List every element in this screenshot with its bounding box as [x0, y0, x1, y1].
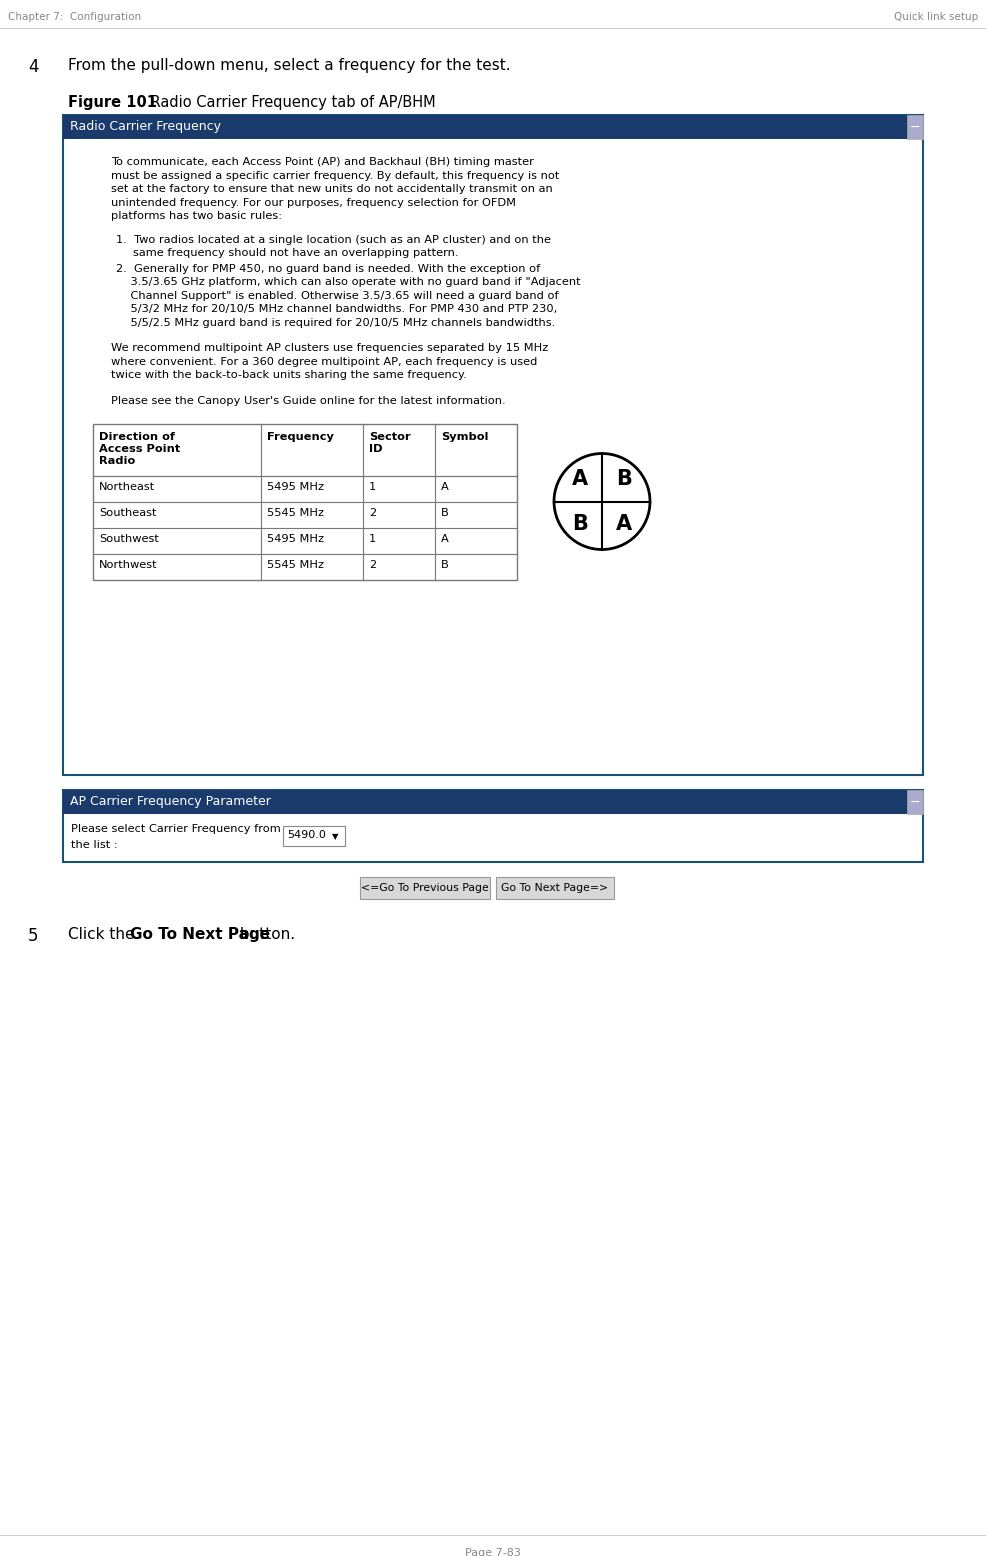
- Text: set at the factory to ensure that new units do not accidentally transmit on an: set at the factory to ensure that new un…: [111, 184, 553, 194]
- Text: button.: button.: [235, 927, 295, 941]
- Text: Please select Carrier Frequency from: Please select Carrier Frequency from: [71, 825, 281, 834]
- Text: B: B: [572, 513, 588, 534]
- Text: same frequency should not have an overlapping pattern.: same frequency should not have an overla…: [133, 247, 458, 258]
- Text: 5495 MHz: 5495 MHz: [267, 534, 324, 543]
- Text: 1: 1: [369, 481, 377, 492]
- Text: Southeast: Southeast: [99, 507, 157, 518]
- Bar: [907, 790, 923, 814]
- Text: Radio Carrier Frequency: Radio Carrier Frequency: [70, 120, 221, 132]
- Bar: [93, 423, 517, 579]
- Text: must be assigned a specific carrier frequency. By default, this frequency is not: must be assigned a specific carrier freq…: [111, 171, 559, 180]
- Text: Page 7-83: Page 7-83: [465, 1548, 521, 1556]
- Text: We recommend multipoint AP clusters use frequencies separated by 15 MHz: We recommend multipoint AP clusters use …: [111, 342, 548, 353]
- Text: 5: 5: [28, 927, 38, 944]
- Text: −: −: [910, 120, 920, 134]
- Bar: [496, 878, 614, 899]
- Text: Radio Carrier Frequency tab of AP/BHM: Radio Carrier Frequency tab of AP/BHM: [146, 95, 436, 110]
- Text: twice with the back-to-back units sharing the same frequency.: twice with the back-to-back units sharin…: [111, 370, 466, 380]
- Text: 5/5/2.5 MHz guard band is required for 20/10/5 MHz channels bandwidths.: 5/5/2.5 MHz guard band is required for 2…: [116, 317, 555, 327]
- Text: A: A: [616, 513, 632, 534]
- Text: platforms has two basic rules:: platforms has two basic rules:: [111, 212, 282, 221]
- Text: ▼: ▼: [331, 832, 338, 842]
- Text: B: B: [616, 470, 632, 490]
- Text: 1: 1: [369, 534, 377, 543]
- Bar: [283, 826, 345, 846]
- Text: Channel Support" is enabled. Otherwise 3.5/3.65 will need a guard band of: Channel Support" is enabled. Otherwise 3…: [116, 291, 559, 300]
- Text: 3.5/3.65 GHz platform, which can also operate with no guard band if "Adjacent: 3.5/3.65 GHz platform, which can also op…: [116, 277, 581, 286]
- Text: B: B: [441, 507, 449, 518]
- Bar: [360, 878, 490, 899]
- Text: Click the: Click the: [68, 927, 139, 941]
- Text: the list :: the list :: [71, 840, 117, 850]
- Text: B: B: [441, 560, 449, 569]
- Text: 4: 4: [28, 58, 38, 76]
- Text: unintended frequency. For our purposes, frequency selection for OFDM: unintended frequency. For our purposes, …: [111, 198, 516, 207]
- Bar: [63, 790, 923, 862]
- Text: Quick link setup: Quick link setup: [893, 12, 978, 22]
- Text: Northwest: Northwest: [99, 560, 158, 569]
- Bar: [907, 115, 923, 138]
- Text: −: −: [910, 795, 920, 809]
- Text: Southwest: Southwest: [99, 534, 159, 543]
- Text: 5490.0: 5490.0: [287, 829, 326, 840]
- Text: Sector
ID: Sector ID: [369, 431, 410, 454]
- Text: 5/3/2 MHz for 20/10/5 MHz channel bandwidths. For PMP 430 and PTP 230,: 5/3/2 MHz for 20/10/5 MHz channel bandwi…: [116, 303, 557, 314]
- Text: To communicate, each Access Point (AP) and Backhaul (BH) timing master: To communicate, each Access Point (AP) a…: [111, 157, 533, 166]
- Text: 2.  Generally for PMP 450, no guard band is needed. With the exception of: 2. Generally for PMP 450, no guard band …: [116, 263, 540, 274]
- Text: Chapter 7:  Configuration: Chapter 7: Configuration: [8, 12, 141, 22]
- Text: A: A: [572, 470, 588, 490]
- Bar: [63, 115, 923, 138]
- Text: where convenient. For a 360 degree multipoint AP, each frequency is used: where convenient. For a 360 degree multi…: [111, 356, 537, 367]
- Text: Figure 101: Figure 101: [68, 95, 157, 110]
- Text: 5545 MHz: 5545 MHz: [267, 507, 324, 518]
- Text: 2: 2: [369, 507, 376, 518]
- Text: 1.  Two radios located at a single location (such as an AP cluster) and on the: 1. Two radios located at a single locati…: [116, 235, 551, 244]
- Text: A: A: [441, 481, 449, 492]
- Text: 5545 MHz: 5545 MHz: [267, 560, 324, 569]
- Text: Northeast: Northeast: [99, 481, 155, 492]
- Text: Go To Next Page=>: Go To Next Page=>: [502, 882, 608, 893]
- Text: Please see the Canopy User's Guide online for the latest information.: Please see the Canopy User's Guide onlin…: [111, 395, 506, 406]
- Text: 2: 2: [369, 560, 376, 569]
- Text: A: A: [441, 534, 449, 543]
- Text: Go To Next Page: Go To Next Page: [130, 927, 270, 941]
- Text: <=Go To Previous Page: <=Go To Previous Page: [361, 882, 489, 893]
- Bar: [63, 115, 923, 775]
- Text: Direction of
Access Point
Radio: Direction of Access Point Radio: [99, 431, 180, 467]
- Text: 5495 MHz: 5495 MHz: [267, 481, 324, 492]
- Text: AP Carrier Frequency Parameter: AP Carrier Frequency Parameter: [70, 795, 271, 808]
- Circle shape: [554, 453, 650, 549]
- Text: Symbol: Symbol: [441, 431, 488, 442]
- Text: From the pull-down menu, select a frequency for the test.: From the pull-down menu, select a freque…: [68, 58, 511, 73]
- Bar: [63, 790, 923, 814]
- Text: Frequency: Frequency: [267, 431, 334, 442]
